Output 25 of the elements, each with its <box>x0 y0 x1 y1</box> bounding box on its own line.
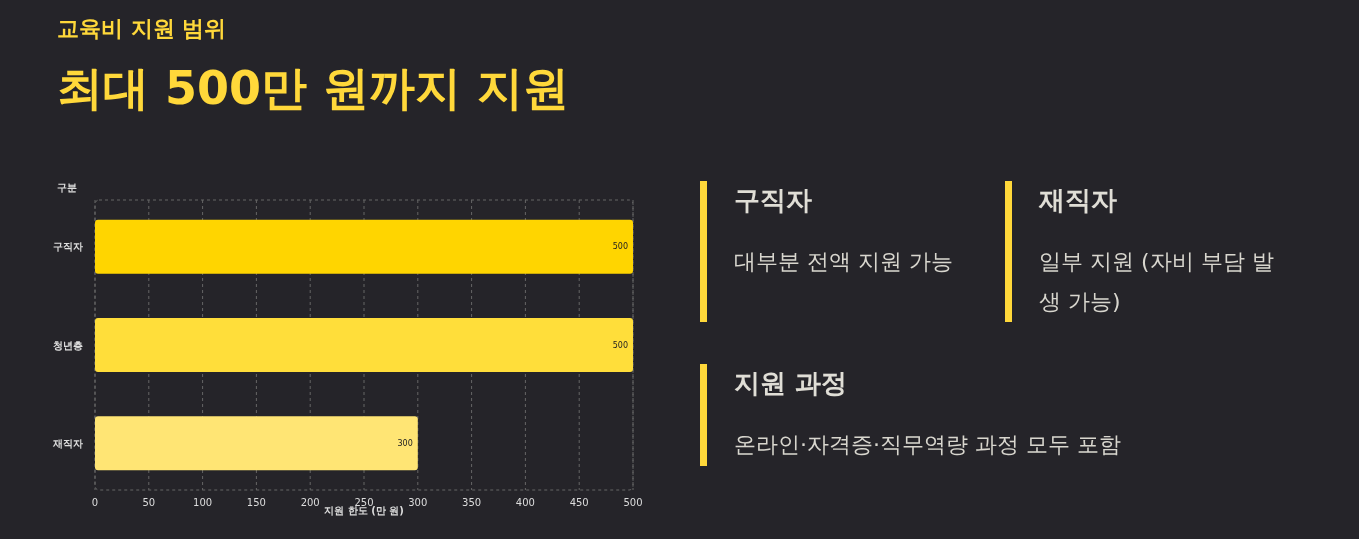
x-tick-label: 0 <box>91 497 99 509</box>
chart-subtitle: 교육비 지원 범위 <box>57 16 227 41</box>
x-tick-label: 400 <box>515 497 535 509</box>
data-label: 500 <box>612 340 628 350</box>
chart-title: 최대 500만 원까지 지원 <box>57 61 570 115</box>
data-label: 500 <box>612 242 628 252</box>
x-tick-label: 500 <box>623 497 643 509</box>
text: 온라인·자격증·직무역량 과정 모두 포함 <box>734 432 1121 457</box>
text: 구직자 <box>734 185 812 215</box>
x-tick-label: 150 <box>246 497 266 509</box>
x-tick-label: 50 <box>142 497 156 509</box>
text: 재직자 <box>1038 185 1117 215</box>
y-tick-label: 청년층 <box>53 339 83 351</box>
x-tick-label: 350 <box>462 497 482 509</box>
y-tick-label: 구직자 <box>53 241 83 253</box>
x-tick-label: 300 <box>408 497 428 509</box>
text: 일부 지원 (자비 부담 발생 가능) <box>1039 249 1274 314</box>
x-tick-label: 450 <box>569 497 589 509</box>
y-axis-title: 구분 <box>57 182 77 193</box>
y-tick-label: 재직자 <box>52 437 83 449</box>
x-tick-label: 200 <box>300 497 320 509</box>
data-label: 300 <box>397 439 413 449</box>
x-tick-label: 100 <box>193 497 213 509</box>
text: 지원 과정 <box>734 368 848 398</box>
text: 대부분 전액 지원 가능 <box>734 249 953 274</box>
